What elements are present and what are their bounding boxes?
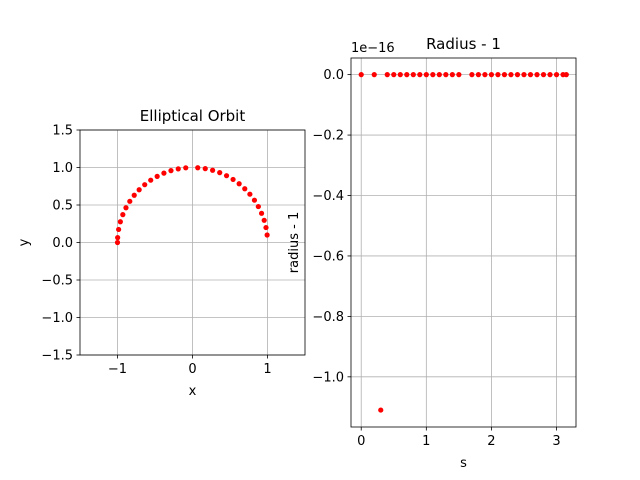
radius-ytick-label: 0.0: [323, 68, 344, 83]
orbit-title: Elliptical Orbit: [140, 107, 246, 125]
orbit-data-point: [161, 170, 167, 176]
orbit-data-point: [242, 186, 248, 192]
radius-data-point: [397, 72, 403, 78]
radius-data-point: [443, 72, 449, 78]
radius-ytick-label: −0.6: [312, 249, 344, 264]
orbit-data-point: [202, 166, 208, 172]
radius-data-point: [423, 72, 429, 78]
radius-data-point: [449, 72, 455, 78]
radius-data-point: [501, 72, 508, 78]
radius-data-point: [436, 72, 442, 78]
radius-data-point: [514, 72, 521, 78]
radius-data-point: [508, 72, 514, 78]
orbit-ytick-label: −1.0: [41, 311, 73, 326]
orbit-data-point: [247, 191, 253, 197]
orbit-ytick-label: −1.5: [41, 349, 73, 364]
orbit-data-point: [148, 177, 154, 183]
orbit-data-point: [115, 235, 121, 241]
orbit-ytick-label: 0.0: [52, 236, 73, 251]
radius-points: [358, 72, 569, 413]
orbit-xtick-label: 1: [263, 362, 271, 377]
radius-axes: 0 1 2 3 −1.0 −0.8 −0.6 −0.4 −0.2 0.0 Radius - 1 s…: [287, 35, 577, 471]
radius-data-point: [410, 72, 416, 78]
radius-data-point: [358, 72, 364, 78]
orbit-data-point: [123, 205, 129, 211]
radius-ytick-label: −0.4: [312, 189, 344, 204]
orbit-data-point: [251, 197, 258, 203]
orbit-ytick-label: 1.5: [52, 124, 73, 139]
radius-data-point: [456, 72, 462, 78]
orbit-data-point: [116, 226, 122, 233]
orbit-data-point: [195, 165, 201, 171]
orbit-data-point: [230, 176, 236, 183]
orbit-ylabel: y: [17, 238, 32, 246]
orbit-data-point: [183, 165, 189, 171]
radius-offset-text: 1e−16: [351, 41, 395, 56]
orbit-data-point: [258, 210, 265, 216]
orbit-ytick-label: 1.0: [52, 161, 73, 176]
radius-data-point: [384, 72, 390, 78]
radius-ytick-label: −0.8: [312, 310, 344, 325]
orbit-data-point: [223, 173, 230, 179]
orbit-xtick-label: 0: [188, 362, 196, 377]
radius-axes-frame: [350, 57, 577, 428]
radius-xlabel: s: [460, 456, 467, 471]
radius-ytick-label: −0.2: [312, 129, 344, 144]
orbit-data-point: [168, 168, 174, 174]
orbit-data-point: [264, 232, 270, 238]
radius-data-point: [495, 72, 501, 78]
orbit-data-point: [142, 182, 148, 188]
radius-xtick-label: 1: [422, 434, 430, 449]
radius-data-point: [417, 72, 423, 78]
radius-data-point: [391, 72, 397, 78]
radius-xtick-label: 0: [357, 434, 365, 449]
radius-data-point: [534, 72, 540, 78]
orbit-data-point: [117, 219, 123, 225]
orbit-ticks: −1 0 1 −1.5 −1.0 −0.5 0.0 0.5 1.0 1.5: [41, 124, 271, 378]
radius-data-point: [430, 72, 436, 78]
radius-grid: [351, 58, 576, 427]
orbit-data-point: [154, 173, 160, 179]
orbit-data-point: [217, 170, 223, 176]
radius-ytick-label: −1.0: [312, 370, 344, 385]
orbit-data-point: [127, 198, 133, 204]
orbit-ytick-label: 0.5: [52, 199, 73, 214]
radius-data-point: [475, 72, 482, 78]
radius-data-point: [488, 72, 495, 78]
radius-data-point: [371, 72, 377, 78]
orbit-data-point: [131, 192, 137, 198]
radius-title: Radius - 1: [426, 35, 501, 53]
orbit-data-point: [255, 203, 261, 210]
orbit-ytick-label: −0.5: [41, 274, 73, 289]
radius-xtick-label: 2: [487, 434, 495, 449]
radius-data-point: [482, 72, 488, 78]
radius-data-point: [404, 72, 410, 78]
radius-data-point: [469, 72, 475, 78]
radius-data-point: [378, 407, 384, 413]
radius-ylabel: radius - 1: [287, 212, 302, 273]
radius-data-point: [547, 72, 553, 78]
orbit-data-point: [263, 224, 269, 231]
orbit-points: [114, 165, 270, 246]
radius-xtick-label: 3: [552, 434, 560, 449]
radius-ticks: 0 1 2 3 −1.0 −0.8 −0.6 −0.4 −0.2 0.0: [312, 68, 560, 449]
orbit-xtick-label: −1: [108, 362, 127, 377]
radius-data-point: [521, 72, 527, 78]
orbit-data-point: [175, 166, 181, 172]
orbit-data-point: [114, 239, 121, 246]
orbit-xlabel: x: [189, 384, 197, 399]
orbit-data-point: [261, 217, 267, 223]
radius-data-point: [540, 72, 547, 78]
radius-data-point: [553, 72, 560, 78]
orbit-grid: [80, 129, 305, 356]
orbit-axes: −1 0 1 −1.5 −1.0 −0.5 0.0 0.5 1.0 1.5 Elliptical …: [17, 107, 306, 399]
orbit-data-point: [210, 167, 216, 173]
orbit-data-point: [136, 187, 142, 193]
orbit-data-point: [236, 181, 242, 187]
radius-data-point: [527, 72, 534, 78]
orbit-data-point: [120, 212, 126, 218]
radius-data-point: [563, 72, 569, 78]
